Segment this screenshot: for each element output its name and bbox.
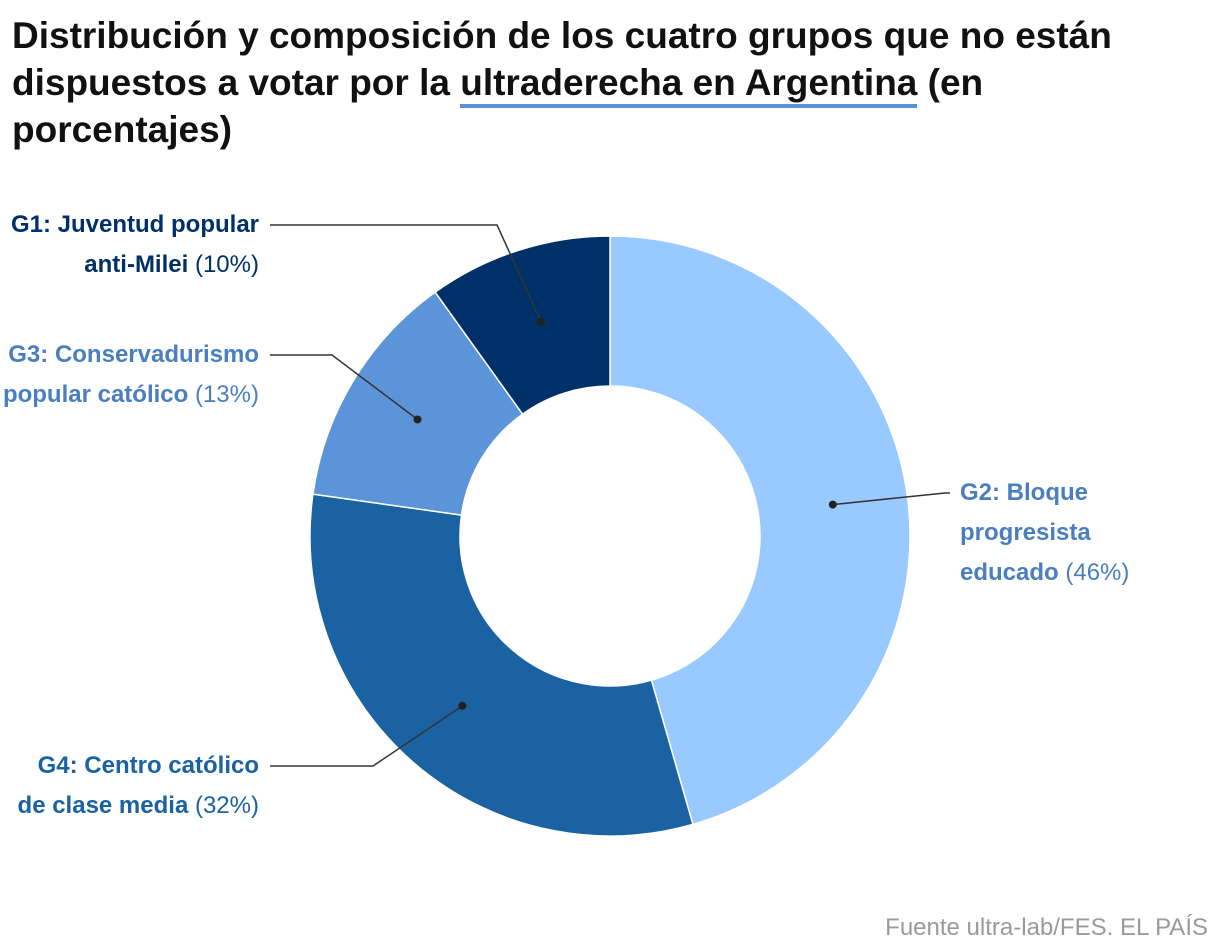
slice-g3 — [312, 291, 524, 516]
label-g1-pct: (10%) — [194, 251, 259, 278]
title-suffix: (en porcentajes) — [12, 62, 984, 150]
slice-g1 — [434, 235, 611, 416]
title-text: Distribución y composición de los cuatro… — [12, 15, 1112, 103]
leader-dot-g2 — [828, 500, 837, 509]
title-highlight: ultraderecha en Argentina — [460, 62, 918, 108]
label-g4: G4: Centro católico de clase media (32%) — [9, 746, 259, 826]
slice-g2 — [609, 235, 911, 826]
label-g1-name: G1: Juventud popular anti-Milei — [10, 211, 259, 278]
chart-title: Distribución y composición de los cuatro… — [12, 12, 1212, 153]
label-g3-pct: (13%) — [194, 381, 259, 408]
leader-line-g1 — [270, 224, 542, 323]
leader-dot-g1 — [537, 317, 546, 326]
label-g2-pct: (46%) — [1065, 559, 1130, 586]
label-g2-name: G2: Bloque progresista educado — [960, 479, 1091, 586]
label-g3: G3: Conservadurismo popular católico (13… — [0, 335, 259, 415]
label-g4-name: G4: Centro católico de clase media — [17, 752, 259, 819]
label-g3-name: G3: Conservadurismo popular católico — [2, 341, 259, 408]
label-g1: G1: Juventud popular anti-Milei (10%) — [9, 205, 259, 285]
leader-line-g3 — [270, 354, 418, 421]
slice-g4 — [309, 493, 694, 837]
source-note: Fuente ultra-lab/FES. EL PAÍS — [885, 914, 1208, 941]
leader-line-g4 — [270, 705, 463, 767]
leader-line-g2 — [832, 492, 950, 506]
leader-dot-g3 — [413, 415, 422, 424]
leader-dot-g4 — [458, 701, 467, 710]
label-g4-pct: (32%) — [194, 792, 259, 819]
label-g2: G2: Bloque progresista educado (46%) — [960, 473, 1170, 593]
